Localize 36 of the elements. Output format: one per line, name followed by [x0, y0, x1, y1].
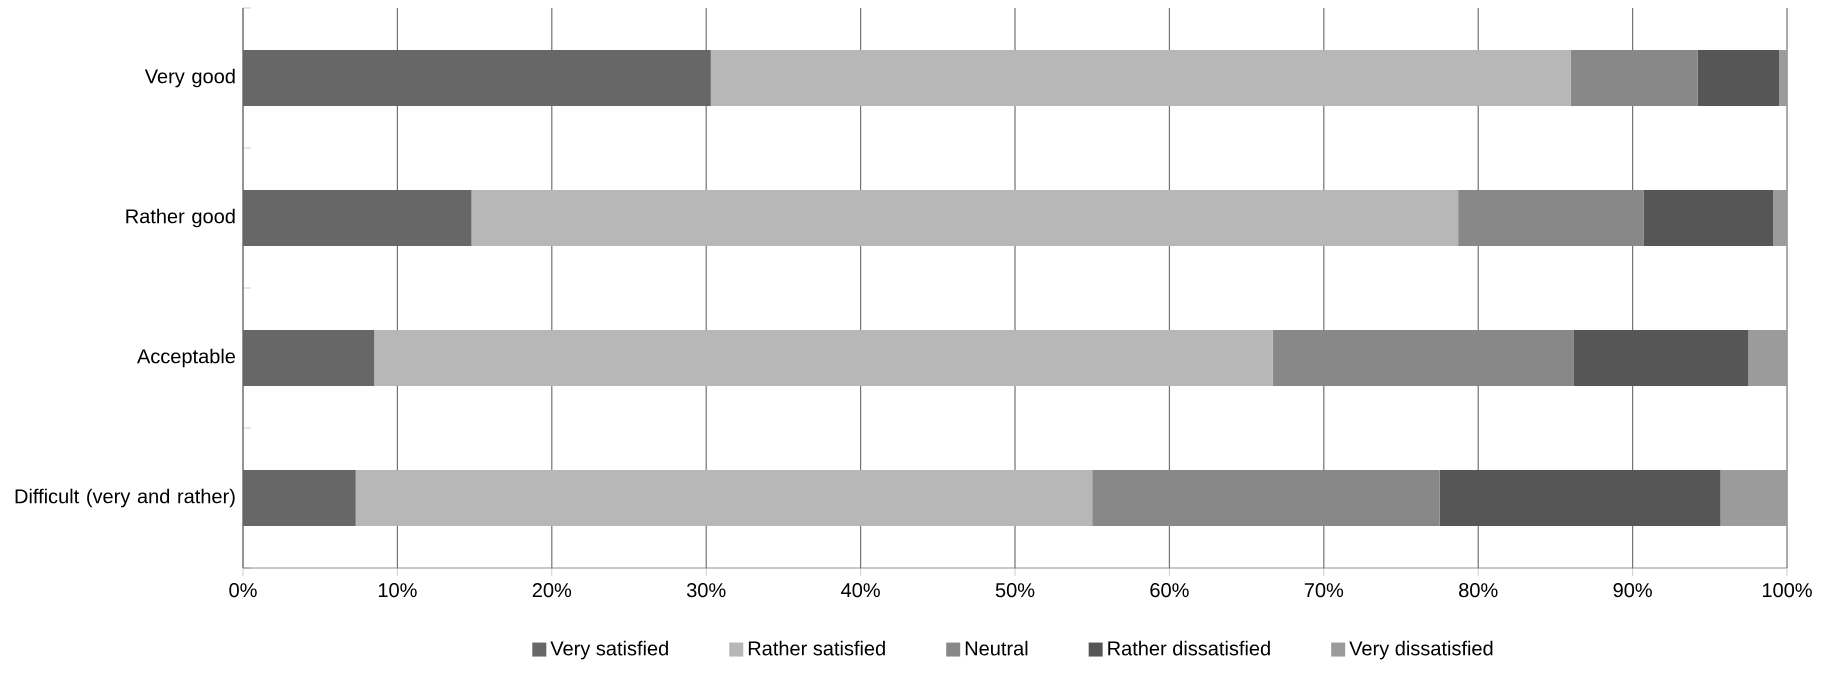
x-tick-label: 90% — [1613, 583, 1652, 598]
bar — [1458, 190, 1644, 247]
bar — [710, 50, 1571, 107]
bar — [1272, 330, 1574, 387]
x-tick-label: 80% — [1459, 583, 1498, 598]
legend-label: Rather dissatisfied — [1108, 640, 1270, 656]
bar — [1092, 470, 1440, 526]
bar — [1439, 470, 1721, 526]
bar — [1773, 190, 1788, 247]
x-tick-label: 20% — [532, 583, 572, 598]
y-tick-label: Difficult (very and rather) — [15, 488, 235, 508]
bar — [1779, 50, 1788, 107]
bar — [1643, 190, 1774, 247]
bar — [1573, 330, 1749, 387]
x-tick-label: 60% — [1150, 583, 1189, 598]
y-tick-label: Acceptable — [137, 348, 236, 368]
bar — [1748, 330, 1788, 387]
y-tick-label: Very good — [144, 68, 235, 88]
x-tick-label: 50% — [995, 583, 1035, 598]
x-tick-label: 0% — [229, 583, 257, 598]
legend-label: Neutral — [965, 640, 1028, 656]
x-tick-label: 10% — [378, 583, 417, 598]
bar — [374, 330, 1273, 387]
legend-label: Very satisfied — [550, 640, 668, 660]
x-tick-label: 70% — [1304, 583, 1344, 598]
bar — [355, 470, 1093, 526]
x-tick-label: 40% — [841, 583, 880, 598]
legend-label: Rather satisfied — [748, 640, 885, 656]
bar — [1570, 50, 1698, 107]
x-tick-label: 100% — [1762, 583, 1812, 598]
legend-label: Very dissatisfied — [1349, 640, 1493, 660]
bar — [471, 190, 1459, 247]
x-tick-label: 30% — [686, 583, 726, 598]
bar — [1720, 470, 1788, 526]
y-tick-label: Rather good — [126, 208, 235, 228]
bar — [1697, 50, 1780, 107]
